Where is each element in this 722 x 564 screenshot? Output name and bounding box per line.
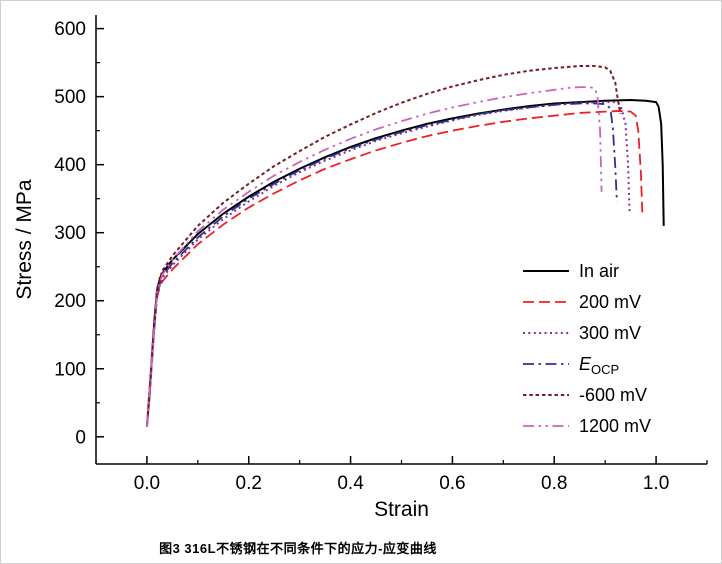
stress-strain-chart: 0.0 0.2 0.4 0.6 0.8 1.0 0 100 200 300 400 500 600 Str…	[13, 15, 708, 521]
series-e_ocp	[146, 102, 618, 427]
x-tick-label: 0.6	[439, 473, 465, 494]
legend-label: In air	[579, 261, 619, 281]
legend-label: 1200 mV	[579, 416, 651, 436]
x-tick-label: 0.8	[541, 473, 567, 494]
legend-label: -600 mV	[579, 385, 647, 405]
y-tick-label: 0	[75, 427, 86, 448]
x-tick-label: 0.0	[134, 473, 160, 494]
series--600-mv	[145, 65, 622, 427]
legend-label: EOCP	[579, 354, 619, 377]
y-axis-label: Stress / MPa	[13, 179, 36, 300]
x-tick-label: 0.4	[337, 473, 364, 494]
legend-label: 300 mV	[579, 323, 641, 343]
y-tick-label: 400	[54, 155, 86, 176]
legend-label: 200 mV	[579, 292, 641, 312]
x-tick-label: 1.0	[643, 473, 669, 494]
series-in-air	[145, 99, 665, 427]
y-tick-label: 500	[54, 87, 86, 108]
y-tick-label: 600	[54, 19, 86, 40]
y-tick-label: 300	[54, 223, 86, 244]
series-1200-mv	[146, 86, 603, 427]
series-300-mv	[145, 101, 631, 427]
figure-caption: 图3 316L不锈钢在不同条件下的应力-应变曲线	[159, 541, 437, 556]
x-axis-label: Strain	[374, 498, 429, 521]
x-tick-label: 0.2	[236, 473, 262, 494]
y-tick-label: 200	[54, 291, 86, 312]
series-200-mv	[146, 110, 644, 427]
y-tick-label: 100	[54, 359, 86, 380]
